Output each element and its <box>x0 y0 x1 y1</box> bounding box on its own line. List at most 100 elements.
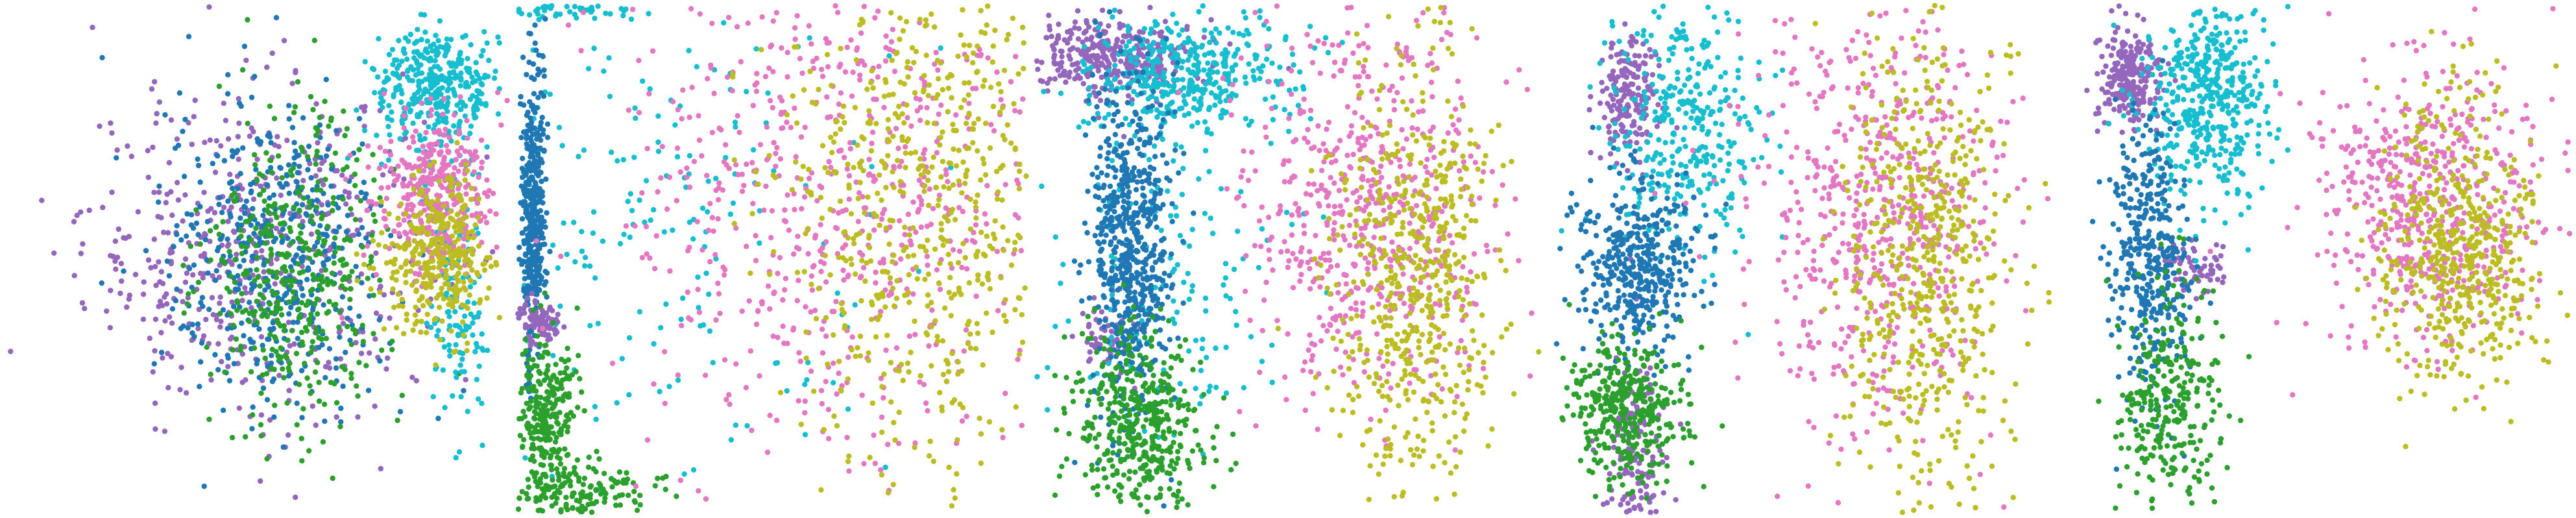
scatter-point <box>733 225 739 231</box>
scatter-point <box>190 225 197 231</box>
scatter-point <box>757 240 762 246</box>
scatter-point <box>975 116 981 122</box>
scatter-point <box>245 271 250 277</box>
scatter-point <box>249 426 255 432</box>
scatter-point <box>292 104 298 110</box>
scatter-point <box>895 145 901 151</box>
scatter-point <box>432 219 438 225</box>
scatter-point <box>161 229 167 236</box>
scatter-point <box>548 467 555 473</box>
scatter-point <box>433 315 439 321</box>
scatter-point <box>755 308 761 314</box>
scatter-point <box>457 265 463 271</box>
scatter-point <box>393 85 399 91</box>
scatter-point <box>319 336 324 342</box>
scatter-point <box>294 179 300 185</box>
scatter-point <box>988 84 994 90</box>
scatter-point <box>529 174 535 180</box>
scatter-point <box>371 265 376 271</box>
scatter-point <box>522 310 528 316</box>
scatter-point <box>522 253 529 258</box>
scatter-point <box>862 210 868 216</box>
scatter-point <box>198 359 204 365</box>
scatter-point <box>888 39 895 45</box>
scatter-point <box>519 216 526 222</box>
scatter-point <box>204 219 211 225</box>
scatter-point <box>522 276 528 282</box>
scatter-point <box>356 231 362 238</box>
scatter-point <box>465 305 470 312</box>
scatter-point <box>413 129 419 134</box>
scatter-point <box>890 92 896 97</box>
scatter-point <box>790 325 797 331</box>
scatter-point <box>370 152 376 158</box>
scatter-point <box>759 14 765 20</box>
scatter-point <box>107 325 113 330</box>
scatter-point <box>431 129 437 135</box>
scatter-point <box>199 295 206 301</box>
scatter-point <box>274 306 280 312</box>
scatter-point <box>195 232 201 238</box>
scatter-point <box>924 253 930 260</box>
scatter-point <box>288 216 294 222</box>
scatter-point <box>465 230 471 236</box>
scatter-point <box>445 86 452 92</box>
scatter-point <box>258 183 263 189</box>
scatter-point <box>143 248 149 254</box>
scatter-point <box>891 253 897 258</box>
scatter-point <box>526 12 533 18</box>
scatter-point <box>467 277 474 283</box>
scatter-point <box>254 178 260 184</box>
scatter-point <box>949 351 955 356</box>
scatter-point <box>278 233 285 239</box>
scatter-point <box>565 452 571 458</box>
scatter-point <box>389 47 396 53</box>
scatter-point <box>470 332 476 338</box>
scatter-point <box>313 422 319 428</box>
scatter-point <box>449 233 455 240</box>
scatter-point <box>690 467 697 473</box>
scatter-point <box>857 164 864 170</box>
scatter-point <box>952 495 958 501</box>
scatter-point <box>418 110 424 116</box>
scatter-point <box>913 229 919 235</box>
scatter-point <box>561 465 568 472</box>
scatter-point <box>662 486 668 493</box>
scatter-point <box>792 105 797 111</box>
scatter-point <box>484 295 490 301</box>
scatter-point <box>459 216 465 223</box>
scatter-point <box>184 211 190 217</box>
scatter-point <box>1012 108 1018 114</box>
scatter-point <box>462 262 468 268</box>
scatter-point <box>730 74 736 80</box>
scatter-point <box>869 164 875 169</box>
scatter-point <box>188 212 195 217</box>
scatter-point <box>914 276 920 282</box>
scatter-point <box>578 47 584 54</box>
scatter-point <box>322 99 328 105</box>
scatter-point <box>520 55 526 60</box>
scatter-point <box>974 321 980 327</box>
scatter-point <box>853 353 858 360</box>
scatter-point <box>257 141 263 147</box>
scatter-point <box>522 184 528 190</box>
scatter-point <box>987 145 993 151</box>
scatter-point <box>114 147 120 153</box>
scatter-point <box>709 21 715 27</box>
scatter-point <box>680 295 686 301</box>
scatter-point <box>1034 58 1040 64</box>
scatter-point <box>197 204 203 210</box>
scatter-point <box>488 264 494 269</box>
scatter-point <box>295 188 300 195</box>
scatter-point <box>258 422 264 428</box>
scatter-point <box>243 290 249 296</box>
scatter-point <box>565 345 570 351</box>
scatter-point <box>790 93 796 99</box>
scatter-point <box>446 60 452 66</box>
scatter-point <box>265 221 271 228</box>
scatter-point <box>535 164 541 169</box>
scatter-point <box>582 506 589 512</box>
scatter-point <box>1012 247 1018 253</box>
scatter-point <box>484 40 490 46</box>
scatter-point <box>253 225 259 231</box>
